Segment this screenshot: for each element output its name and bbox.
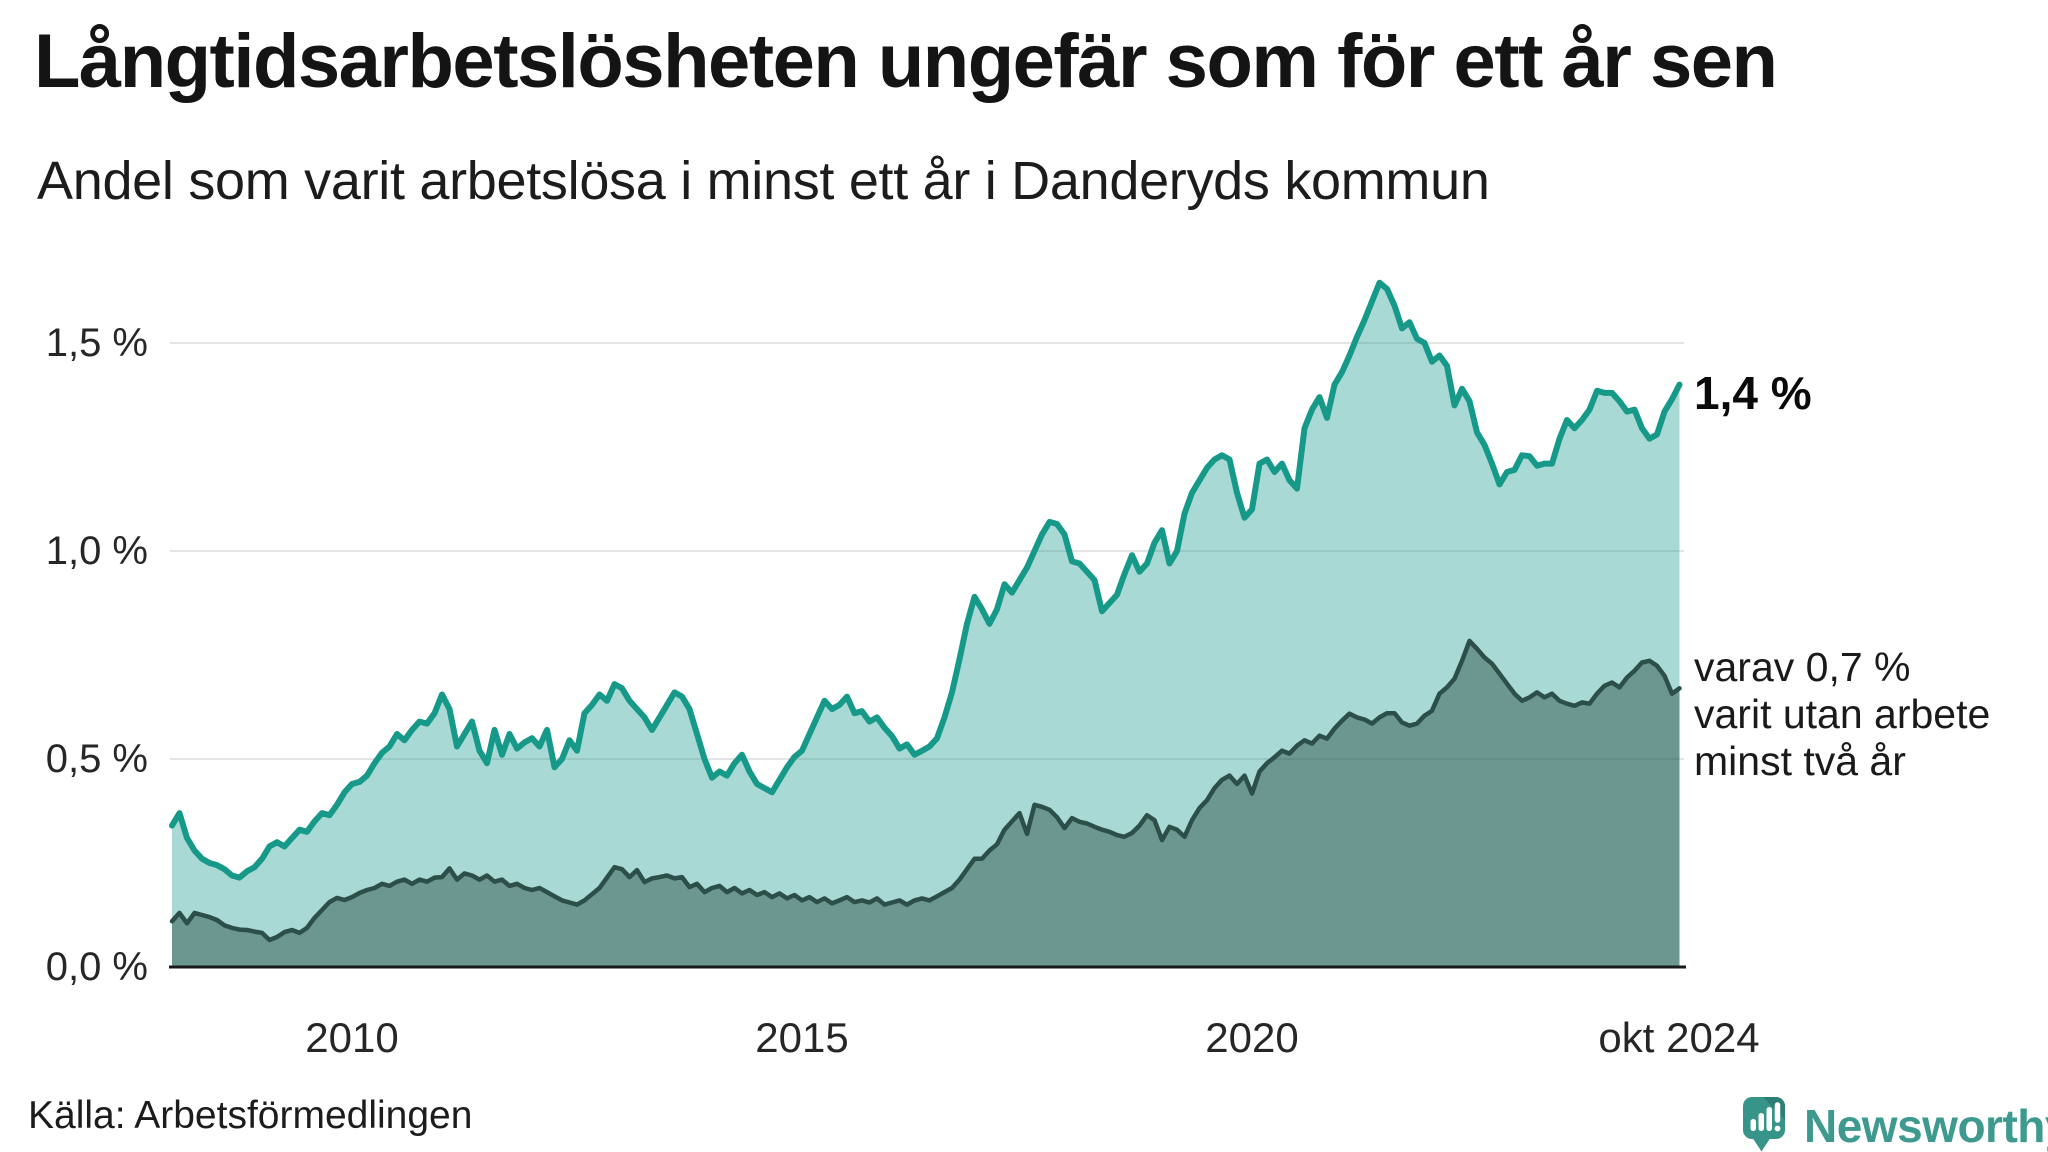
gridlines	[170, 342, 1684, 760]
line-unemployed-2yr	[169, 638, 1682, 943]
annotation-line-2: varit utan arbete	[1694, 691, 1991, 737]
series-2yr-end-annotation: varav 0,7 % varit utan arbete minst två …	[1694, 644, 2048, 785]
logo-bar-2	[1758, 1113, 1764, 1131]
y-tick-1-0: 1,0 %	[45, 529, 148, 573]
chart-title: Långtidsarbetslösheten ungefär som för e…	[34, 19, 1778, 104]
logo-bar-3	[1766, 1107, 1772, 1131]
logo-exclamation-dot	[1774, 1125, 1781, 1132]
source-label: Källa: Arbetsförmedlingen	[28, 1094, 473, 1137]
x-tick-okt-2024: okt 2024	[1598, 1014, 1760, 1061]
x-tick-2020: 2020	[1205, 1014, 1299, 1061]
y-tick-0-0: 0,0 %	[45, 945, 148, 989]
newsworthy-logo-icon	[1743, 1097, 1785, 1152]
y-tick-0-5: 0,5 %	[45, 737, 148, 781]
newsworthy-logo-text: Newsworthy	[1804, 1100, 2048, 1152]
series-1yr-end-value-label: 1,4 %	[1694, 367, 1812, 419]
x-tick-2015: 2015	[755, 1014, 849, 1061]
x-tick-2010: 2010	[305, 1014, 399, 1061]
line-unemployed-1yr	[169, 279, 1683, 881]
annotation-line-1: varav 0,7 %	[1694, 644, 1911, 690]
area-unemployed-2yr	[172, 640, 1680, 967]
y-tick-1-5: 1,5 %	[45, 321, 148, 365]
logo-bar-1	[1750, 1119, 1756, 1131]
chart-subtitle: Andel som varit arbetslösa i minst ett å…	[37, 151, 1490, 211]
annotation-line-3: minst två år	[1694, 738, 1906, 784]
